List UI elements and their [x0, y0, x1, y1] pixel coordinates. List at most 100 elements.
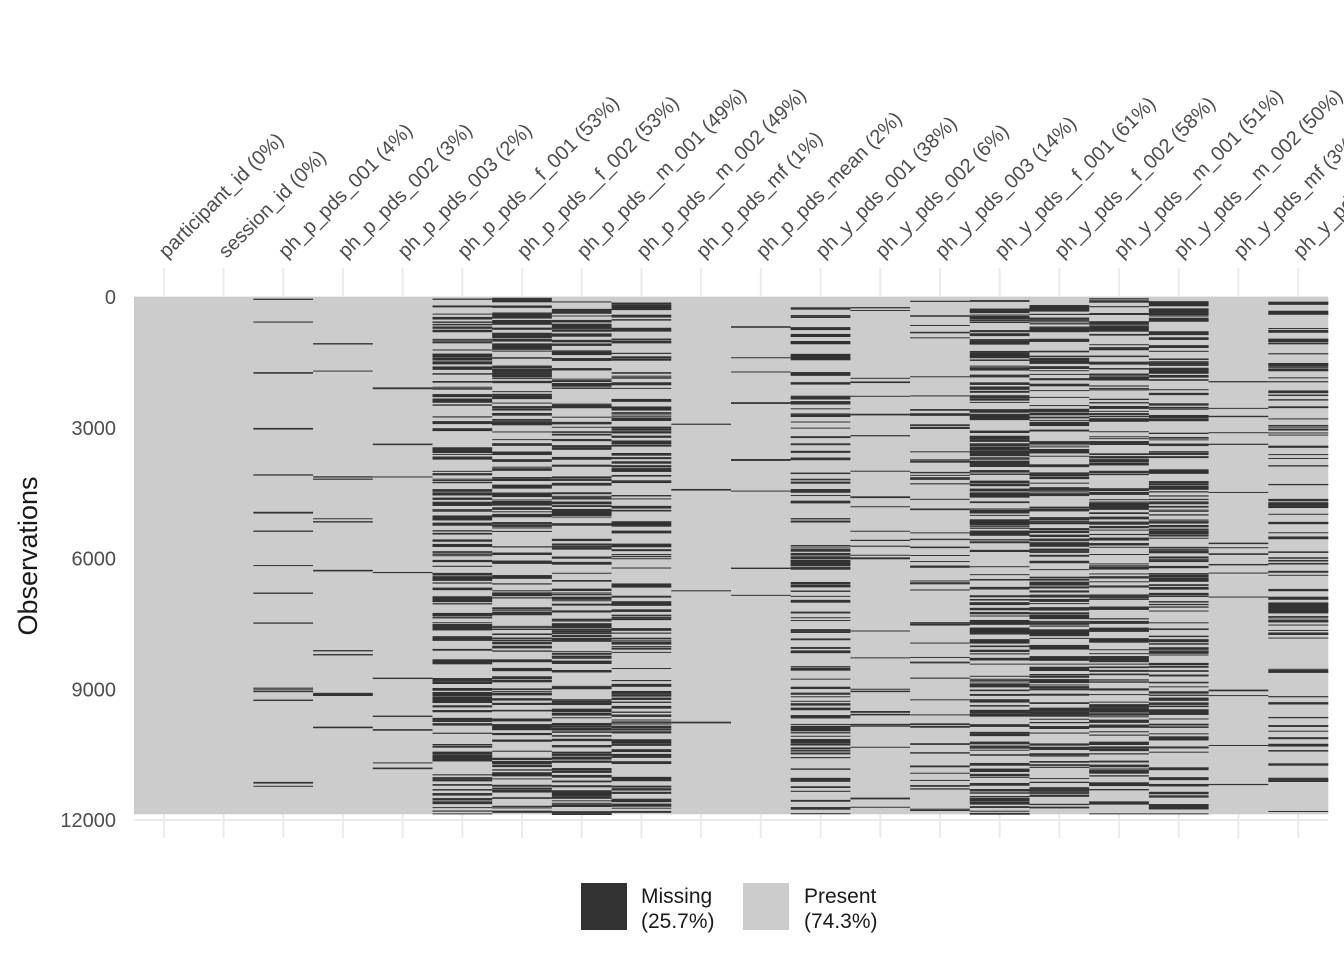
missing-stripe	[969, 574, 1030, 576]
missing-stripe	[492, 301, 553, 303]
missing-stripe	[551, 660, 612, 663]
missing-stripe	[492, 479, 553, 481]
missing-stripe	[790, 723, 851, 725]
missing-stripe	[1089, 764, 1150, 768]
missing-stripe	[432, 638, 493, 640]
missing-stripe	[1148, 647, 1209, 650]
missing-stripe	[1089, 362, 1150, 365]
missing-stripe	[790, 327, 851, 331]
missing-stripe	[910, 331, 971, 334]
missing-stripe	[969, 620, 1030, 624]
missing-stripe	[551, 516, 612, 518]
missing-stripe	[1089, 576, 1150, 579]
missing-stripe	[1089, 538, 1150, 540]
missing-stripe	[969, 508, 1030, 510]
missing-stripe	[551, 421, 612, 424]
missing-stripe	[850, 746, 911, 748]
missing-stripe	[1029, 721, 1090, 724]
missing-stripe	[253, 372, 314, 374]
missing-stripe	[969, 519, 1030, 521]
missing-stripe	[313, 569, 374, 572]
missing-stripe	[551, 712, 612, 716]
missing-stripe	[1089, 546, 1150, 548]
missing-stripe	[611, 690, 672, 693]
missing-stripe	[1029, 709, 1090, 712]
missing-stripe	[969, 340, 1030, 343]
missing-stripe	[611, 465, 672, 467]
missing-stripe	[313, 650, 374, 652]
missing-stripe	[1029, 548, 1090, 550]
missing-stripe	[611, 616, 672, 618]
missing-stripe	[969, 812, 1030, 815]
missing-stripe	[1268, 381, 1329, 383]
missing-stripe	[492, 493, 553, 495]
column-label: session_id (0%)	[215, 146, 331, 262]
missing-stripe	[253, 427, 314, 430]
missing-stripe	[551, 775, 612, 778]
missing-stripe	[910, 785, 971, 787]
missing-stripe	[969, 322, 1030, 324]
missing-stripe	[1029, 787, 1090, 790]
missing-stripe	[790, 807, 851, 810]
missing-stripe	[1148, 791, 1209, 795]
missing-stripe	[551, 547, 612, 550]
missing-stripe	[492, 769, 553, 771]
missing-stripe	[969, 365, 1030, 367]
missing-stripe	[790, 738, 851, 742]
missing-stripe	[1089, 563, 1150, 565]
missing-stripe	[551, 813, 612, 815]
missing-stripe	[492, 485, 553, 489]
missing-stripe	[313, 654, 374, 656]
missing-stripe	[850, 435, 911, 437]
missing-stripe	[969, 709, 1030, 712]
missing-stripe	[551, 628, 612, 630]
missing-stripe	[611, 452, 672, 456]
missing-stripe	[1089, 321, 1150, 324]
missing-stripe	[969, 501, 1030, 504]
missing-stripe	[850, 723, 911, 726]
missing-stripe	[850, 630, 911, 632]
missing-stripe	[969, 417, 1030, 419]
missing-stripe	[432, 720, 493, 723]
missing-stripe	[969, 725, 1030, 727]
missing-stripe	[969, 350, 1030, 353]
missing-stripe	[1029, 529, 1090, 531]
missing-stripe	[492, 444, 553, 446]
missing-stripe	[850, 530, 911, 532]
missing-stripe	[492, 418, 553, 420]
missing-stripe	[611, 628, 672, 630]
missing-stripe	[790, 401, 851, 405]
missing-stripe	[969, 762, 1030, 766]
missing-stripe	[551, 403, 612, 405]
missing-stripe	[1089, 492, 1150, 495]
missing-stripe	[492, 466, 553, 468]
missing-stripe	[1089, 771, 1150, 774]
missing-stripe	[1148, 777, 1209, 781]
missing-stripe	[492, 297, 553, 300]
missing-stripe	[969, 549, 1030, 553]
missing-stripe	[492, 522, 553, 524]
missing-stripe	[969, 611, 1030, 615]
missing-stripe	[492, 406, 553, 409]
missing-stripe	[790, 590, 851, 592]
missing-stripe	[790, 327, 851, 329]
missing-stripe	[969, 430, 1030, 434]
missing-stripe	[1029, 373, 1090, 375]
missing-stripe	[432, 777, 493, 780]
missing-stripe	[1029, 530, 1090, 534]
missing-stripe	[492, 524, 553, 527]
missing-stripe	[1029, 442, 1090, 444]
missing-stripe	[1029, 569, 1090, 571]
missing-stripe	[1148, 746, 1209, 749]
missing-stripe	[492, 718, 553, 720]
missing-stripe	[611, 632, 672, 634]
missing-stripe	[611, 436, 672, 438]
missing-stripe	[969, 330, 1030, 333]
missing-stripe	[492, 607, 553, 610]
missing-stripe	[492, 690, 553, 692]
missing-stripe	[790, 666, 851, 668]
missing-stripe	[910, 532, 971, 534]
missing-stripe	[1029, 681, 1090, 684]
missing-stripe	[432, 807, 493, 809]
missing-stripe	[1268, 619, 1329, 623]
